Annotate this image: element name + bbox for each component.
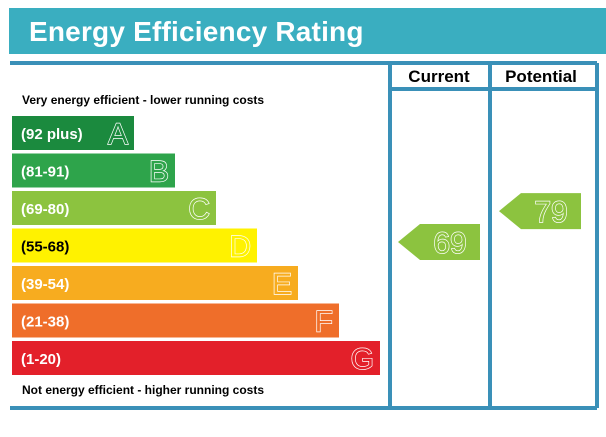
band-range-label: (69-80) <box>21 201 69 218</box>
current-rating-arrow <box>398 224 480 260</box>
band-letter: E <box>272 268 292 301</box>
band-bar <box>12 303 339 338</box>
band-letter: A <box>108 118 128 151</box>
band-d: (55-68) D <box>12 228 257 264</box>
band-letter: G <box>351 343 374 376</box>
band-e: (39-54) E <box>12 266 298 302</box>
band-bar <box>12 153 175 188</box>
band-c: (69-80) C <box>12 191 216 227</box>
column-header-potential: Potential <box>505 67 577 86</box>
bottom-note: Not energy efficient - higher running co… <box>22 383 264 397</box>
band-range-label: (21-38) <box>21 314 69 331</box>
band-range-label: (1-20) <box>21 351 61 368</box>
current-rating: 69 <box>398 224 480 261</box>
band-b: (81-91) B <box>12 153 175 189</box>
potential-rating-arrow <box>499 193 581 230</box>
band-g: (1-20) G <box>12 341 380 377</box>
top-note: Very energy efficient - lower running co… <box>22 93 264 107</box>
page-title: Energy Efficiency Rating <box>29 16 364 47</box>
band-bar <box>12 341 380 375</box>
potential-rating: 79 <box>499 193 581 230</box>
band-range-label: (39-54) <box>21 276 69 293</box>
band-letter: F <box>315 306 333 339</box>
band-bar <box>12 116 134 150</box>
band-range-label: (92 plus) <box>21 126 83 143</box>
band-letter: D <box>229 231 251 264</box>
band-bar <box>12 266 298 300</box>
header-bar: Energy Efficiency Rating <box>9 8 606 54</box>
band-letter: C <box>188 193 210 226</box>
band-a: (92 plus) A <box>12 116 134 152</box>
band-bar <box>12 191 216 225</box>
column-header-current: Current <box>408 67 470 86</box>
band-f: (21-38) F <box>12 303 339 339</box>
band-bar <box>12 228 257 263</box>
current-rating-value: 69 <box>433 227 466 260</box>
band-letter: B <box>149 156 169 189</box>
band-range-label: (81-91) <box>21 164 69 181</box>
table-frame <box>10 61 599 410</box>
potential-rating-value: 79 <box>534 196 567 229</box>
band-range-label: (55-68) <box>21 239 69 256</box>
